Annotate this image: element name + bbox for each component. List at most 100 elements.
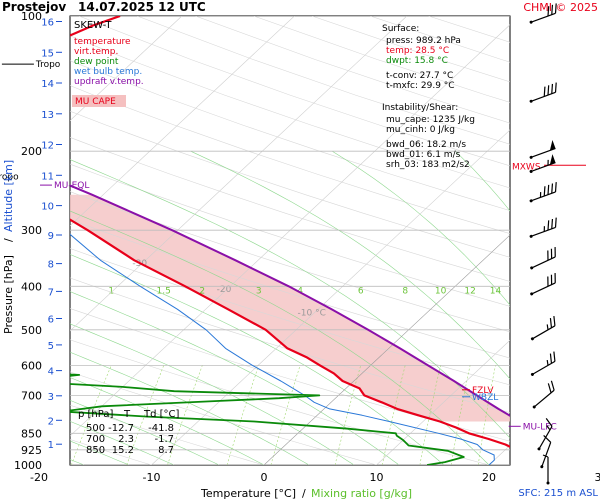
temperature-tick-label: -10 (143, 471, 161, 484)
wind-barb-base (529, 99, 533, 103)
wind-barb (530, 247, 556, 270)
wind-barb-full (554, 247, 556, 257)
station-name: Prostejov (2, 0, 66, 14)
t-conv: t-conv: 27.7 °C (386, 71, 453, 81)
mixing-ratio-label: 20 (550, 286, 562, 296)
surface-pressure: press: 989.2 hPa (386, 36, 461, 46)
wind-barb (529, 140, 556, 159)
wind-barb-full (554, 82, 557, 93)
isotherm (376, 339, 510, 465)
temperature-tick-label: 0 (261, 471, 268, 484)
dry-adiabat (70, 137, 510, 282)
wind-barb-base (532, 405, 536, 409)
mixing-ratio-label: 1.5 (157, 286, 171, 296)
wind-barb-shaft (530, 12, 556, 23)
table-row-850-td: 8.7 (158, 445, 174, 456)
wind-barb-full (543, 435, 552, 443)
wet-bulb-line (70, 233, 495, 465)
wind-barb-full (551, 83, 554, 94)
pressure-tick-label: 400 (21, 280, 42, 293)
wind-barb (532, 380, 555, 409)
altitude-tick-label: 1 (48, 440, 54, 451)
wind-barb-full (550, 380, 555, 391)
wind-barb-full (543, 86, 546, 97)
altitude-tick-label: 5 (48, 341, 54, 352)
parcel-line (70, 184, 510, 417)
mu-cinh-value: mu_cinh: 0 J/kg (386, 125, 455, 135)
table-header-p: p [hPa] (78, 409, 113, 420)
isotherm (70, 24, 510, 437)
mu-cape-badge-label: MU CAPE (75, 97, 116, 107)
pressure-tick-label: 300 (21, 224, 42, 237)
wind-barb-full (545, 418, 553, 427)
wind-barb (530, 273, 556, 296)
altitude-tick-label: 11 (41, 171, 54, 182)
x-axis-label-mixing-ratio: Mixing ratio [g/kg] (311, 487, 412, 500)
wind-barb-base (530, 337, 534, 341)
wind-barb-full (547, 6, 550, 17)
y-axis-label-separator: / (2, 238, 15, 242)
date-time: 14.07.2025 12 UTC (78, 0, 206, 14)
wind-barb-base (540, 465, 544, 469)
dry-adiabat (70, 248, 510, 386)
table-header-t: T (123, 409, 131, 420)
table-row-850-p: 850 (86, 445, 105, 456)
isotherm-label: -20 (217, 285, 232, 295)
wind-barb (540, 435, 552, 469)
wind-barb-full (554, 3, 557, 14)
wind-barb-pennant (549, 154, 556, 165)
dry-adiabat (70, 110, 510, 258)
altitude-tick-label: 9 (48, 231, 54, 242)
y-axis-label-altitude: Altitude [km] (2, 160, 15, 232)
isotherm (70, 16, 295, 227)
key-level-label: MU-EQL (54, 181, 89, 191)
mu-cape-badge (72, 95, 126, 107)
mixing-ratio-line (583, 365, 594, 465)
isotherm (70, 16, 408, 332)
temperature-line (70, 16, 510, 448)
mixing-ratio-line (477, 365, 496, 465)
axis-layer: 1002003004005006007008509251000-30-20-10… (14, 10, 600, 484)
table-row-700-t: 2.3 (118, 434, 134, 445)
wind-barb-half (546, 324, 549, 330)
wind-barb (529, 154, 556, 173)
wind-barb-base (530, 292, 534, 296)
wind-barb-base (529, 155, 533, 159)
mixing-ratio-line (419, 365, 441, 465)
dry-adiabat (70, 219, 510, 359)
wind-barb-full (554, 217, 557, 228)
wind-barb-half (546, 425, 551, 431)
key-level-label: MXWS (512, 162, 541, 172)
pressure-tick-label: 1000 (14, 459, 42, 472)
cape-area (70, 194, 510, 422)
table-row-500-p: 500 (86, 423, 105, 434)
wind-barb-base (537, 447, 541, 451)
pressure-tick-label: 700 (21, 389, 42, 402)
wind-barb-full (554, 273, 556, 283)
altitude-tick-label: 8 (48, 260, 54, 271)
mixing-ratio-label: 25 (588, 286, 599, 296)
moist-adiabat (556, 151, 600, 465)
mixing-ratio-line (126, 365, 164, 465)
y-axis-label-pressure: Pressure [hPa] (2, 255, 15, 334)
wind-barb-full (551, 4, 554, 15)
wind-barb-shaft (541, 442, 552, 467)
surface-elevation: SFC: 215 m ASL (518, 488, 598, 499)
x-axis-label-separator: / (302, 487, 306, 500)
moist-adiabat (70, 377, 265, 465)
pressure-tick-label: 925 (21, 444, 42, 457)
wind-barb-base (529, 234, 533, 238)
mu-cape-value: mu_cape: 1235 J/kg (386, 115, 475, 125)
table-row-500-t: -12.7 (108, 423, 134, 434)
altitude-tick-label: 10 (41, 202, 54, 213)
altitude-tick-label: 12 (41, 141, 54, 152)
wind-barb-half (547, 159, 549, 166)
mixing-ratio-line (167, 365, 203, 465)
wind-barb (529, 217, 557, 238)
wind-barb-pennant (549, 140, 556, 151)
wind-barb-full (550, 274, 553, 285)
mixing-ratio-label: 14 (490, 286, 502, 296)
wind-barb-full (553, 315, 556, 326)
legend: SKEW-T temperature virt.temp. dew point … (72, 20, 144, 107)
